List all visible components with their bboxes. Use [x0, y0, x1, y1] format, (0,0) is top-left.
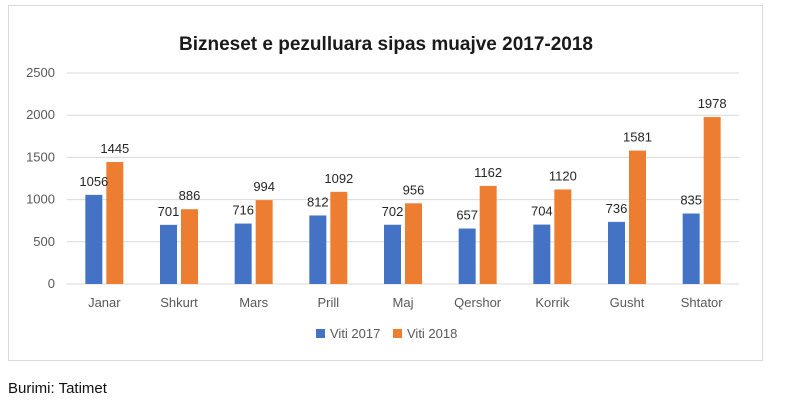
gridlines [67, 72, 739, 285]
data-label: 1581 [623, 130, 652, 145]
bar-2018 [106, 162, 124, 284]
x-tick-label: Janar [88, 295, 121, 310]
data-label: 956 [403, 182, 425, 197]
legend-label: Viti 2017 [330, 326, 380, 341]
data-label: 886 [179, 188, 201, 203]
data-label: 657 [456, 208, 478, 223]
y-tick-label: 2500 [26, 65, 55, 80]
data-label: 812 [307, 194, 329, 209]
bars [85, 117, 721, 285]
x-tick-label: Qershor [454, 295, 502, 310]
data-label: 702 [382, 204, 404, 219]
data-label: 736 [606, 201, 628, 216]
data-label: 1092 [324, 171, 353, 186]
legend-swatch [316, 329, 325, 338]
data-label: 716 [232, 203, 254, 218]
bar-2017 [309, 215, 327, 284]
chart-frame: Bizneset e pezulluara sipas muajve 2017-… [8, 5, 763, 361]
bar-2018 [255, 200, 273, 284]
data-label: 1120 [549, 168, 577, 183]
data-label: 1978 [698, 96, 727, 111]
bar-2017 [458, 228, 476, 284]
y-axis-ticks: 0 500 1000 1500 2000 2500 [26, 65, 55, 291]
bar-2017 [85, 194, 103, 284]
bar-2017 [533, 224, 551, 284]
bar-2018 [629, 150, 646, 284]
y-tick-label: 500 [33, 234, 55, 249]
bar-2017 [682, 213, 700, 284]
data-label: 704 [531, 204, 553, 219]
data-label: 994 [253, 179, 275, 194]
bar-2017 [384, 224, 401, 284]
x-tick-label: Prill [317, 295, 339, 310]
y-tick-label: 2000 [26, 107, 55, 122]
x-tick-label: Gusht [610, 295, 645, 310]
source-note: Burimi: Tatimet [8, 380, 107, 397]
y-tick-label: 1000 [26, 192, 55, 207]
chart-title: Bizneset e pezulluara sipas muajve 2017-… [179, 34, 593, 55]
bar-2018 [330, 191, 348, 284]
data-label: 1056 [79, 174, 108, 189]
bar-2018 [554, 189, 572, 284]
legend-swatch [393, 329, 402, 338]
bar-2018 [703, 117, 721, 285]
y-tick-label: 1500 [26, 149, 55, 164]
bar-chart: Bizneset e pezulluara sipas muajve 2017-… [26, 34, 739, 341]
bar-2018 [181, 209, 198, 284]
data-label: 1162 [474, 165, 502, 180]
legend: Viti 2017 Viti 2018 [316, 326, 457, 341]
bar-2017 [608, 221, 625, 284]
legend-label: Viti 2018 [407, 326, 457, 341]
data-label: 701 [158, 204, 180, 219]
data-label: 1445 [100, 141, 129, 156]
x-axis-ticks: Janar Shkurt Mars Prill Maj Qershor Korrik Gush… [88, 295, 723, 310]
bar-2018 [405, 203, 422, 284]
x-tick-label: Maj [393, 295, 414, 310]
bar-2017 [160, 224, 177, 284]
x-tick-label: Shtator [681, 295, 724, 310]
bar-2018 [479, 185, 497, 284]
x-tick-label: Korrik [535, 295, 569, 310]
y-tick-label: 0 [48, 276, 55, 291]
bar-2017 [234, 223, 252, 284]
x-tick-label: Mars [239, 295, 268, 310]
data-label: 835 [680, 193, 702, 208]
x-tick-label: Shkurt [160, 295, 198, 310]
